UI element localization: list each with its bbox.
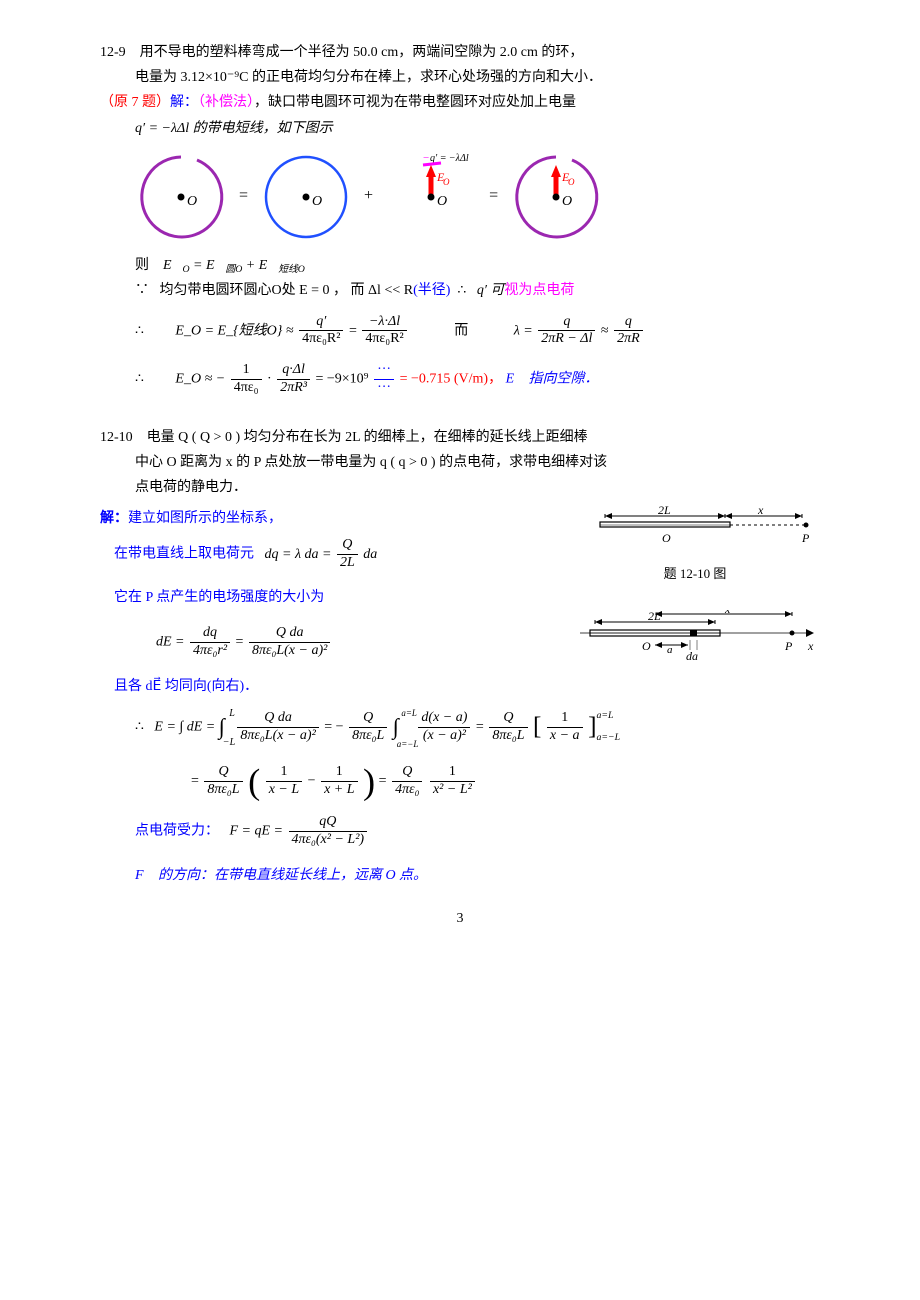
integral-line-2: = Q8πε₀L ( 1x − L − 1x + L ) = Q4πε₀ 1x²…: [191, 764, 820, 799]
problem-12-9-prompt: 12-9 用不导电的塑料棒弯成一个半径为 50.0 cm，两端间空隙为 2.0 …: [100, 40, 820, 65]
prompt-line2: 电量为 3.12×10⁻⁹C 的正电荷均匀分布在棒上，求环心处场强的方向和大小．: [100, 65, 820, 90]
svg-text:O: O: [568, 177, 575, 187]
solution-label: 解：: [170, 95, 198, 110]
ring-arrow-result-icon: EO O: [510, 151, 602, 243]
sol-line-1: 解：建立如图所示的坐标系，: [100, 506, 377, 531]
diagram-row: O = O + − q′ = −λΔl EO O = EO O: [135, 151, 820, 243]
svg-text:O: O: [187, 194, 197, 209]
reason-line-1: ∵ 均匀带电圆环圆心O处 E = 0 ， 而 Δl << R(半径) ∴ q′ …: [100, 278, 820, 303]
equals-icon: =: [239, 182, 248, 211]
figure-1210: 2L x O P 题 12-10 图: [570, 506, 820, 585]
svg-text:x: x: [757, 506, 764, 517]
force-line: 点电荷受力： F = qE = qQ4πε₀(x² − L²): [100, 814, 820, 849]
row-sol-fig1: 解：建立如图所示的坐标系， 在带电直线上取电荷元 dq = λ da = Q2L…: [100, 506, 820, 585]
short-line-arrow-icon: − q′ = −λΔl EO O: [385, 151, 477, 243]
problem-number: 12-9: [100, 45, 126, 60]
svg-text:da: da: [686, 649, 698, 663]
problem-12-10-prompt: 12-10 电量 Q ( Q > 0 ) 均匀分布在长为 2L 的细棒上，在细棒…: [100, 425, 820, 450]
eq2-line: ∴ E_O = E_{短线O} ≈ q′4πε₀R² = −λ·Δl4πε₀R²…: [100, 314, 820, 349]
svg-text:a: a: [667, 644, 673, 656]
sol-line-3: 它在 P 点产生的电场强度的大小为: [100, 585, 820, 610]
plus-icon: +: [364, 182, 373, 211]
equals-icon-2: =: [489, 182, 498, 211]
svg-text:P: P: [784, 639, 793, 653]
svg-text:O: O: [312, 194, 322, 209]
svg-text:2L: 2L: [648, 610, 661, 623]
solution-marker-line: （原 7 题）解：（补偿法），缺口带电圆环可视为在带电整圆环对应处加上电量: [100, 90, 820, 115]
svg-text:O: O: [662, 531, 671, 545]
method-label: （补偿法）: [198, 95, 254, 110]
sol-line-4: 且各 dE⃗ 均同向(向右)．: [100, 674, 820, 699]
prompt-text: 用不导电的塑料棒弯成一个半径为 50.0 cm，两端间空隙为 2.0 cm 的环…: [140, 45, 584, 60]
ring-with-gap-icon: O: [135, 151, 227, 243]
integral-line-1: ∴ E = ∫ dE = ∫L−L Q da8πε₀L(x − a)² = − …: [100, 707, 820, 747]
problem-number: 12-10: [100, 430, 133, 445]
page-number: 3: [100, 906, 820, 931]
eq-sum-line: 则 E⃗O = E⃗圆O + E⃗短线O: [100, 253, 820, 279]
svg-text:O: O: [443, 177, 450, 187]
svg-text:O: O: [437, 194, 447, 209]
prompt-1210-l3: 点电荷的静电力．: [100, 475, 820, 500]
eq3-line: ∴ E_O ≈ − 14πε₀ · q·Δl2πR³ = −9×10⁹ ····…: [100, 362, 820, 397]
sol-line-2: 在带电直线上取电荷元 dq = λ da = Q2L da: [100, 537, 377, 572]
svg-text:O: O: [642, 639, 651, 653]
dE-equation: dE = dq4πε₀r² = Q da8πε₀L(x − a)²: [156, 625, 332, 660]
method-tail: ，缺口带电圆环可视为在带电整圆环对应处加上电量: [254, 95, 576, 110]
prompt-1210-l2: 中心 O 距离为 x 的 P 点处放一带电量为 q ( q > 0 ) 的点电荷…: [100, 450, 820, 475]
rod-figure-1-icon: 2L x O P: [570, 506, 820, 554]
direction-line: F⃗ 的方向：在带电直线延长线上，远离 O 点。: [100, 863, 820, 888]
fig-caption: 题 12-10 图: [570, 562, 820, 585]
row-dE-fig2: dE = dq4πε₀r² = Q da8πε₀L(x − a)² 2L x O…: [100, 614, 820, 670]
qprime-line: q′ = −λΔl 的带电短线，如下图示: [100, 116, 820, 141]
full-ring-icon: O: [260, 151, 352, 243]
svg-text:2L: 2L: [658, 506, 671, 517]
rod-figure-2-icon: 2L x O a da P x: [560, 610, 820, 670]
svg-text:P: P: [801, 531, 810, 545]
svg-text:−: −: [423, 152, 429, 164]
svg-text:x: x: [724, 610, 731, 616]
svg-text:O: O: [562, 194, 572, 209]
old-q-marker: （原 7 题）: [100, 95, 170, 110]
svg-text:x: x: [807, 639, 814, 653]
